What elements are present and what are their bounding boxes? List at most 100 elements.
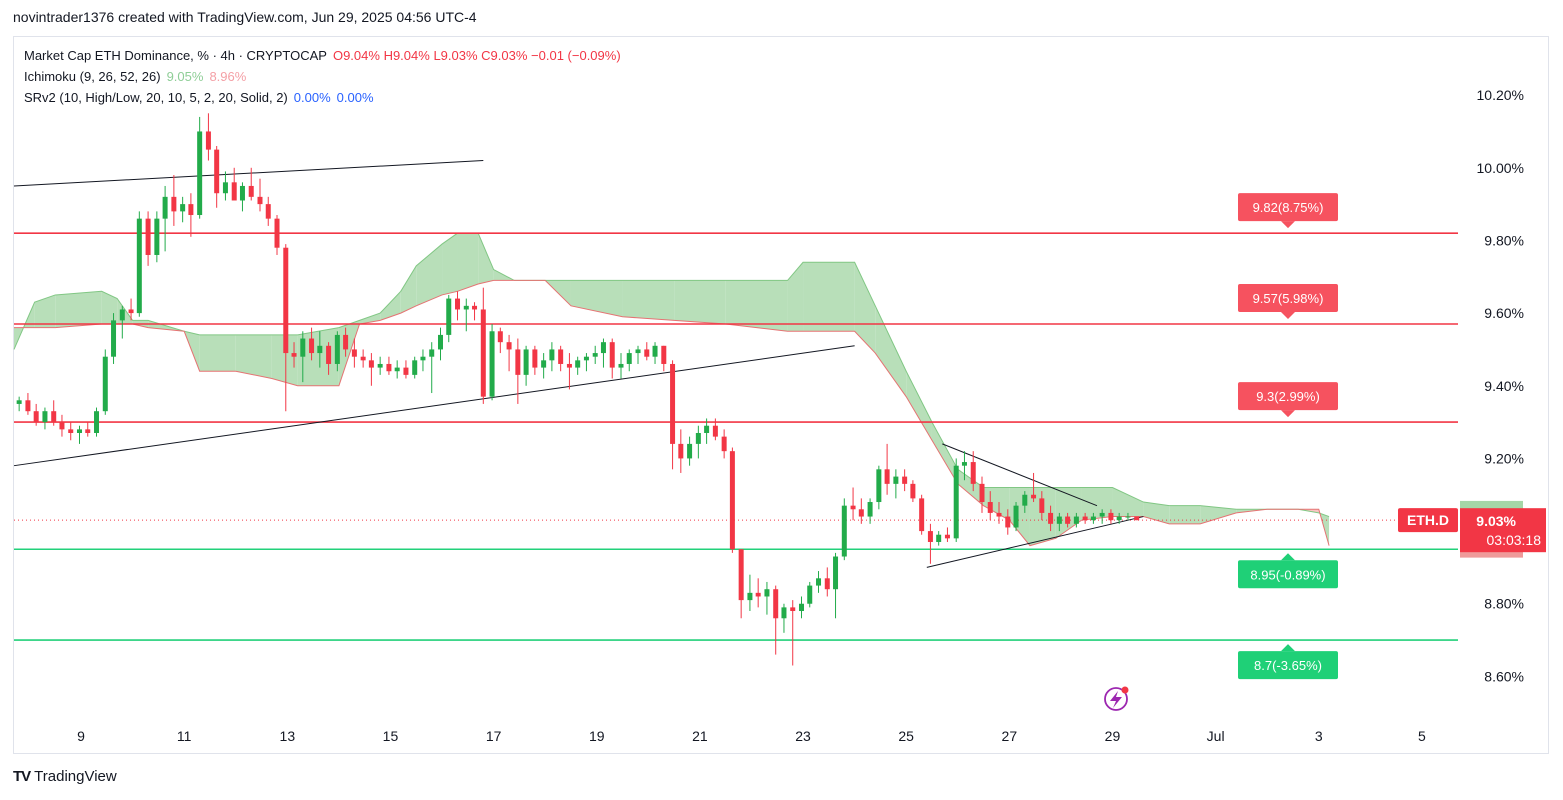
last-price-label: 9.03% 03:03:18 [1460,508,1546,553]
candle-body [171,196,177,212]
legend-ichimoku-row[interactable]: Ichimoku (9, 26, 52, 26) 9.05% 8.96% [24,66,621,87]
candle-body [128,309,134,314]
legend-change: −0.01 (−0.09%) [531,48,621,63]
candle-body [781,607,787,619]
candle [644,342,650,361]
ichimoku-cloud-segment [416,244,443,306]
candle [1108,509,1114,524]
x-axis-tick-label: 29 [1105,728,1121,744]
candle [386,356,392,375]
candle-body [867,502,873,517]
ichimoku-cloud-segment [380,291,401,321]
candle-body [214,149,220,194]
ichimoku-cloud-segment [1169,505,1201,524]
sr-level-label-box [1238,284,1338,313]
candle [214,145,220,208]
candle-body [583,356,589,361]
candle-body [16,400,22,404]
y-axis-tick-label: 10.00% [1477,160,1524,176]
candle-body [291,353,297,357]
candle-body [721,436,727,452]
candle-body [506,342,512,350]
candle-body [592,353,598,357]
candle-body [180,204,186,212]
candle-body [377,363,383,368]
sr-level-label-text: 9.3(2.99%) [1256,389,1320,404]
ichimoku-cloud-segment [101,291,118,325]
sr-level-label-text: 8.7(-3.65%) [1254,658,1322,673]
candle [833,552,839,619]
legend-ichimoku-label: Ichimoku (9, 26, 52, 26) [24,69,161,84]
candle-body [850,505,856,510]
ichimoku-span-a [13,232,1330,518]
candle [102,349,108,415]
bar-countdown: 03:03:18 [1487,532,1542,548]
candle-body [824,578,830,590]
legend-high: H9.04% [383,48,430,63]
candle-body [1039,498,1045,513]
x-axis-tick-label: 9 [77,728,85,744]
candle [712,418,718,441]
candle [257,178,263,212]
ichimoku-cloud-segment [906,371,932,441]
candle-body [94,411,100,433]
candle-body [532,349,538,368]
sr-level-label-text: 9.82(8.75%) [1253,200,1324,215]
candle-body [1005,516,1011,528]
trendline [942,443,1098,507]
candle [326,342,332,375]
candle [94,407,100,437]
candle [145,211,151,266]
candle [205,113,211,161]
candle-body [326,345,332,364]
candle-body [987,502,993,513]
candle [197,116,203,219]
candle-body [300,338,306,357]
candle [609,338,615,379]
candle [403,360,409,379]
candle [472,302,478,321]
legend-srv2-value-2: 0.00% [336,90,374,105]
candle [919,494,925,535]
sr-level-label: 8.95(-0.89%) [1238,553,1338,589]
candle-body [798,603,804,612]
ichimoku-cloud-segment [803,262,855,332]
event-marker-icon[interactable] [1104,686,1129,711]
ichimoku-cloud-segment [1055,487,1082,539]
candle-body [102,356,108,412]
x-axis-tick-label: 27 [1002,728,1018,744]
ichimoku-cloud-segment [983,487,1010,521]
footer-brand[interactable]: TV TradingView [13,768,117,785]
candle [987,491,993,521]
sr-level-label-pointer [1281,410,1295,418]
legend-srv2-row[interactable]: SRv2 (10, High/Low, 20, 10, 5, 2, 20, So… [24,87,621,108]
candle-body [884,469,890,484]
sr-level-label-pointer [1281,644,1295,652]
candle [154,211,160,263]
candle [85,422,91,437]
x-axis-tick-label: 21 [692,728,708,744]
event-marker-bolt [1110,691,1122,708]
candle [1116,512,1122,524]
candle-body [334,334,340,364]
candle [687,436,693,466]
candle-body [205,131,211,150]
candle [1022,491,1028,513]
sr-level-label-box [1238,193,1338,222]
candle [119,305,125,339]
candle-body [1048,512,1054,524]
candle-body [747,592,753,601]
candle [515,338,521,404]
ichimoku-cloud-segment [271,334,298,386]
candle [420,349,426,372]
legend-symbol-row[interactable]: Market Cap ETH Dominance, % · 4h · CRYPT… [24,45,621,66]
x-axis-tick-label: 5 [1418,728,1426,744]
legend-open: O9.04% [332,48,380,63]
candle-body [695,432,701,444]
candle-body [489,331,495,397]
ichimoku-cloud-segment [199,334,236,372]
sr-level-label-pointer [1281,312,1295,320]
candle [807,581,813,608]
candle-body [773,589,779,619]
